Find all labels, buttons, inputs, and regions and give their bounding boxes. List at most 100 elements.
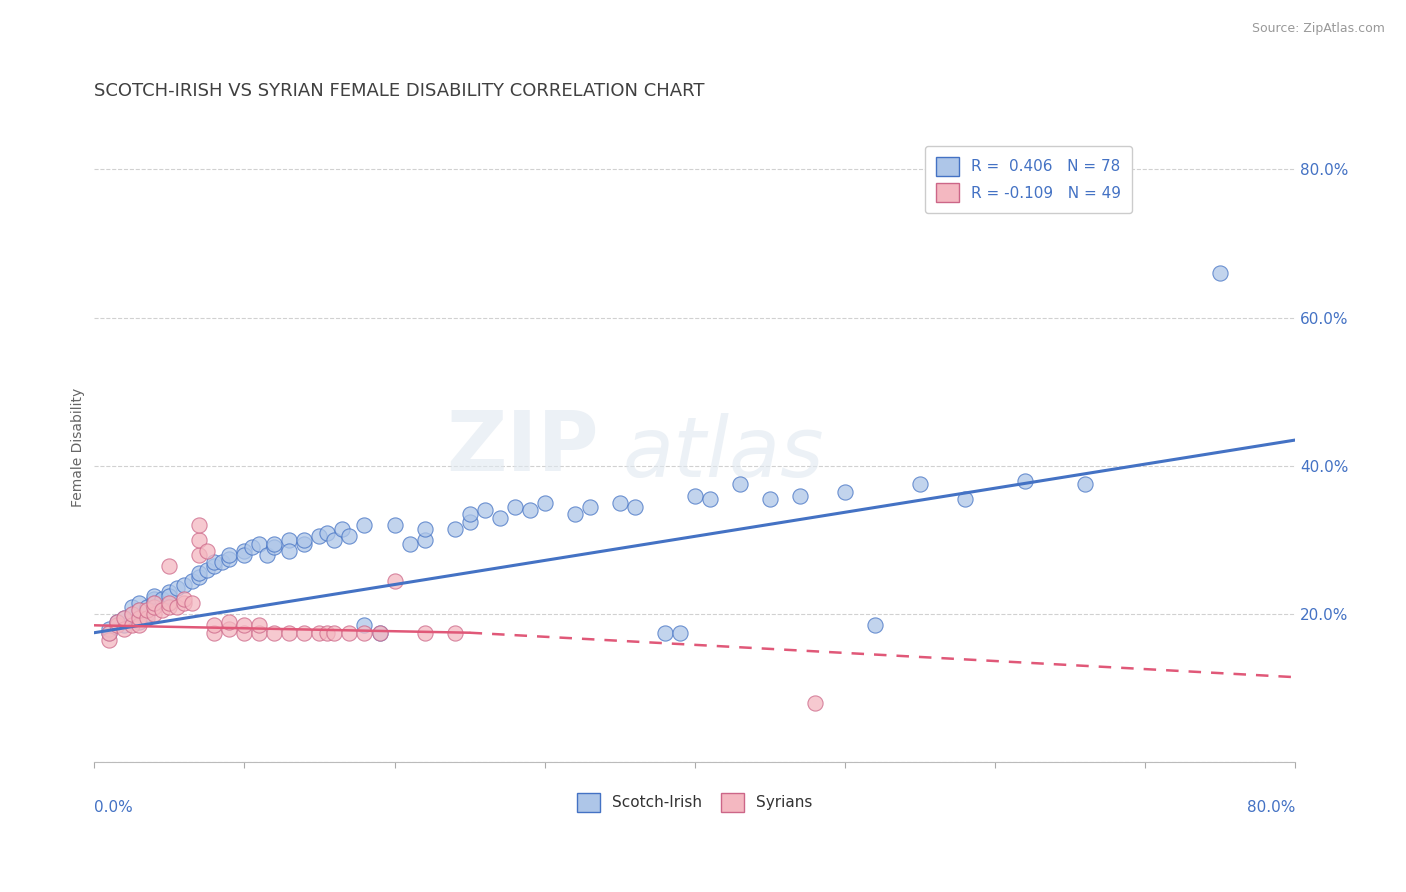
Point: [1014, 474, 1036, 488]
Point: [339, 625, 361, 640]
Point: [308, 625, 330, 640]
Point: [98, 625, 121, 640]
Point: [112, 611, 135, 625]
Point: [443, 522, 465, 536]
Point: [188, 533, 211, 547]
Point: [256, 548, 278, 562]
Point: [202, 555, 225, 569]
Point: [135, 603, 157, 617]
Point: [188, 548, 211, 562]
Point: [180, 574, 202, 588]
Point: [263, 541, 285, 555]
Point: [458, 515, 481, 529]
Point: [278, 533, 301, 547]
Point: [368, 625, 391, 640]
Point: [623, 500, 645, 514]
Point: [195, 563, 218, 577]
Point: [128, 615, 150, 629]
Point: [294, 625, 316, 640]
Point: [339, 529, 361, 543]
Text: 80.0%: 80.0%: [1247, 800, 1295, 815]
Point: [1074, 477, 1097, 491]
Point: [218, 551, 240, 566]
Point: [157, 585, 180, 599]
Point: [316, 525, 339, 540]
Point: [519, 503, 541, 517]
Point: [188, 518, 211, 533]
Point: [398, 537, 420, 551]
Point: [609, 496, 631, 510]
Point: [173, 596, 195, 610]
Point: [863, 618, 886, 632]
Point: [804, 696, 827, 710]
Point: [218, 622, 240, 636]
Point: [330, 522, 353, 536]
Point: [150, 592, 173, 607]
Point: [474, 503, 496, 517]
Point: [233, 625, 256, 640]
Point: [488, 511, 510, 525]
Point: [143, 592, 166, 607]
Point: [278, 625, 301, 640]
Point: [166, 599, 188, 614]
Point: [143, 607, 166, 622]
Point: [202, 559, 225, 574]
Point: [263, 625, 285, 640]
Point: [533, 496, 555, 510]
Point: [233, 618, 256, 632]
Point: [173, 592, 195, 607]
Point: [180, 596, 202, 610]
Point: [564, 507, 586, 521]
Text: SCOTCH-IRISH VS SYRIAN FEMALE DISABILITY CORRELATION CHART: SCOTCH-IRISH VS SYRIAN FEMALE DISABILITY…: [94, 82, 704, 100]
Point: [699, 492, 721, 507]
Point: [105, 615, 128, 629]
Text: ZIP: ZIP: [446, 407, 599, 488]
Point: [323, 533, 346, 547]
Point: [413, 625, 436, 640]
Point: [443, 625, 465, 640]
Point: [908, 477, 931, 491]
Point: [233, 548, 256, 562]
Text: atlas: atlas: [623, 413, 824, 494]
Point: [368, 625, 391, 640]
Point: [211, 555, 233, 569]
Point: [143, 596, 166, 610]
Point: [834, 484, 856, 499]
Text: 0.0%: 0.0%: [94, 800, 134, 815]
Point: [503, 500, 526, 514]
Point: [157, 599, 180, 614]
Point: [294, 537, 316, 551]
Point: [353, 618, 375, 632]
Point: [157, 589, 180, 603]
Point: [218, 615, 240, 629]
Point: [150, 603, 173, 617]
Y-axis label: Female Disability: Female Disability: [72, 388, 86, 507]
Point: [323, 625, 346, 640]
Point: [1209, 266, 1232, 280]
Point: [578, 500, 600, 514]
Point: [669, 625, 692, 640]
Point: [218, 548, 240, 562]
Point: [458, 507, 481, 521]
Point: [188, 566, 211, 581]
Point: [128, 603, 150, 617]
Point: [112, 622, 135, 636]
Point: [278, 544, 301, 558]
Point: [143, 596, 166, 610]
Point: [953, 492, 976, 507]
Point: [353, 625, 375, 640]
Point: [98, 633, 121, 648]
Point: [195, 544, 218, 558]
Point: [157, 596, 180, 610]
Point: [128, 611, 150, 625]
Point: [121, 607, 143, 622]
Point: [112, 611, 135, 625]
Point: [316, 625, 339, 640]
Point: [247, 537, 270, 551]
Point: [413, 522, 436, 536]
Point: [135, 599, 157, 614]
Point: [263, 537, 285, 551]
Point: [353, 518, 375, 533]
Point: [654, 625, 676, 640]
Point: [143, 589, 166, 603]
